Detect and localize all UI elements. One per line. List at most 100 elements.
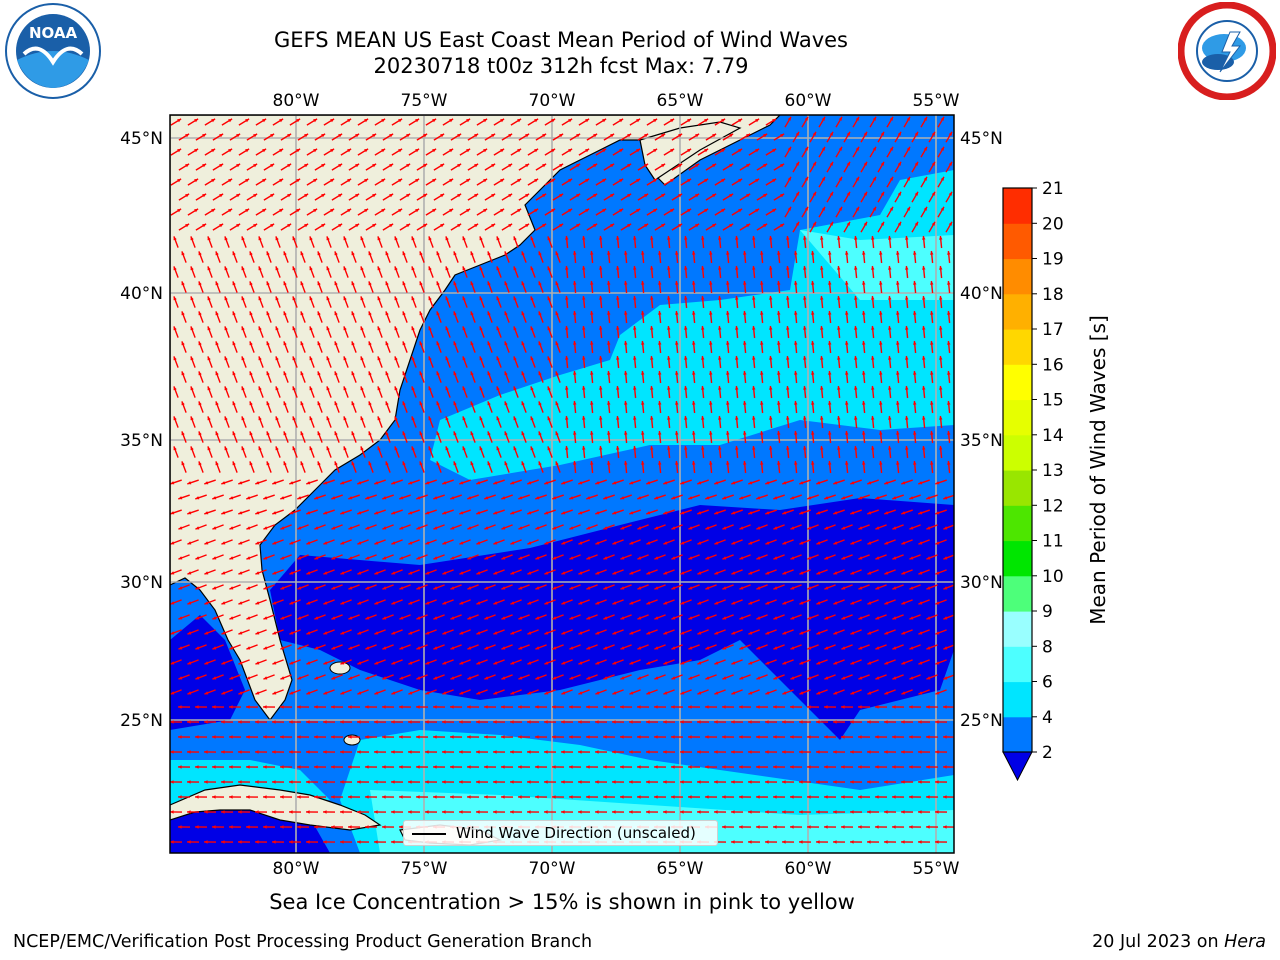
- wave-direction-arrow: [300, 341, 306, 353]
- wave-direction-arrow: [442, 148, 454, 156]
- wave-direction-arrow: [860, 221, 868, 233]
- wave-direction-arrow: [561, 148, 573, 156]
- wave-direction-arrow: [731, 208, 743, 216]
- wave-direction-arrow: [573, 250, 577, 264]
- colorbar-segment: [1003, 399, 1032, 436]
- wave-direction-arrow: [803, 295, 807, 309]
- wave-direction-arrow: [748, 178, 760, 186]
- wave-direction-arrow: [569, 133, 581, 141]
- deep-blue-zone-gulf: [170, 615, 245, 730]
- wave-direction-arrow: [360, 236, 366, 248]
- wave-direction-arrow: [777, 280, 781, 294]
- wave-direction-arrow: [582, 235, 586, 249]
- wave-direction-arrow: [510, 118, 522, 126]
- wave-direction-arrow: [484, 163, 496, 171]
- wave-direction-arrow: [246, 193, 258, 201]
- wave-direction-arrow: [803, 325, 807, 339]
- wave-direction-arrow: [945, 161, 953, 173]
- wave-direction-arrow: [547, 236, 553, 248]
- wave-direction-arrow: [612, 208, 624, 216]
- wave-direction-arrow: [603, 133, 615, 141]
- wave-direction-arrow: [794, 280, 798, 294]
- wave-direction-arrow: [650, 325, 654, 339]
- wave-direction-arrow: [739, 163, 751, 171]
- wave-direction-arrow: [246, 163, 258, 171]
- wave-direction-arrow: [283, 251, 289, 263]
- wave-direction-arrow: [224, 266, 230, 278]
- wave-direction-arrow: [280, 163, 292, 171]
- wave-direction-arrow: [612, 148, 624, 156]
- wave-direction-arrow: [331, 193, 343, 201]
- wave-direction-arrow: [792, 161, 800, 173]
- noaa-logo-icon: NOAA: [5, 3, 101, 99]
- colorbar-ticks: 2 4 6 8 9 10 11 12 13 14 15 16 17 18 19 20 21: [1032, 179, 1064, 763]
- wave-direction-arrow: [843, 161, 851, 173]
- wave-direction-arrow: [671, 163, 683, 171]
- wave-direction-arrow: [408, 148, 420, 156]
- wave-direction-arrow: [340, 178, 352, 186]
- wave-direction-arrow: [945, 221, 953, 233]
- wave-direction-arrow: [624, 310, 628, 324]
- wave-direction-arrow: [801, 176, 809, 188]
- wave-direction-arrow: [496, 266, 502, 278]
- wave-direction-arrow: [402, 281, 408, 293]
- colorbar-tick-label: 16: [1042, 355, 1064, 375]
- wave-direction-arrow: [637, 163, 649, 171]
- wave-direction-arrow: [263, 163, 275, 171]
- wave-direction-arrow: [607, 250, 611, 264]
- wave-direction-arrow: [530, 326, 536, 338]
- wave-direction-arrow: [246, 133, 258, 141]
- wave-direction-arrow: [255, 118, 267, 126]
- wave-direction-arrow: [586, 133, 598, 141]
- wave-direction-arrow: [675, 250, 679, 264]
- wave-direction-arrow: [198, 341, 204, 353]
- wave-direction-arrow: [173, 236, 179, 248]
- wave-direction-arrow: [671, 193, 683, 201]
- wave-direction-arrow: [238, 178, 250, 186]
- wave-direction-arrow: [697, 148, 709, 156]
- wave-direction-arrow: [487, 311, 493, 323]
- wave-direction-arrow: [877, 191, 885, 203]
- wave-direction-arrow: [433, 193, 445, 201]
- wave-direction-arrow: [837, 235, 841, 249]
- colorbar-tick-label: 14: [1042, 426, 1064, 446]
- colorbar-tick-label: 21: [1042, 179, 1064, 199]
- wave-direction-arrow: [297, 223, 309, 231]
- wave-direction-arrow: [343, 326, 349, 338]
- wave-direction-arrow: [501, 133, 513, 141]
- wave-direction-arrow: [442, 208, 454, 216]
- colorbar-tick-label: 12: [1042, 496, 1064, 516]
- wave-direction-arrow: [947, 310, 951, 324]
- wave-direction-arrow: [811, 280, 815, 294]
- wave-direction-arrow: [246, 223, 258, 231]
- wave-direction-arrow: [317, 281, 323, 293]
- wave-direction-arrow: [212, 163, 224, 171]
- wave-direction-arrow: [731, 148, 743, 156]
- wave-direction-arrow: [590, 250, 594, 264]
- light-zone-north: [800, 230, 954, 300]
- wave-direction-arrow: [826, 131, 834, 143]
- wave-direction-arrow: [527, 148, 539, 156]
- colorbar-segment: [1003, 329, 1032, 365]
- wave-direction-arrow: [289, 178, 301, 186]
- wave-direction-arrow: [624, 340, 628, 354]
- wave-direction-arrow: [399, 163, 411, 171]
- wave-direction-arrow: [565, 235, 569, 249]
- wave-direction-arrow: [496, 326, 502, 338]
- wave-direction-arrow: [221, 178, 233, 186]
- wave-direction-arrow: [204, 148, 216, 156]
- wave-direction-arrow: [442, 118, 454, 126]
- wave-direction-arrow: [306, 118, 318, 126]
- wave-direction-arrow: [852, 116, 860, 128]
- wave-direction-arrow: [616, 235, 620, 249]
- wave-direction-arrow: [752, 235, 756, 249]
- wave-direction-arrow: [920, 206, 928, 218]
- wave-direction-arrow: [826, 161, 834, 173]
- wave-direction-arrow: [769, 265, 773, 279]
- wave-direction-arrow: [792, 191, 800, 203]
- wave-direction-arrow: [411, 296, 417, 308]
- wave-direction-arrow: [722, 163, 734, 171]
- colorbar-segment: [1003, 434, 1032, 471]
- wave-direction-arrow: [292, 236, 298, 248]
- wave-direction-arrow: [913, 250, 917, 264]
